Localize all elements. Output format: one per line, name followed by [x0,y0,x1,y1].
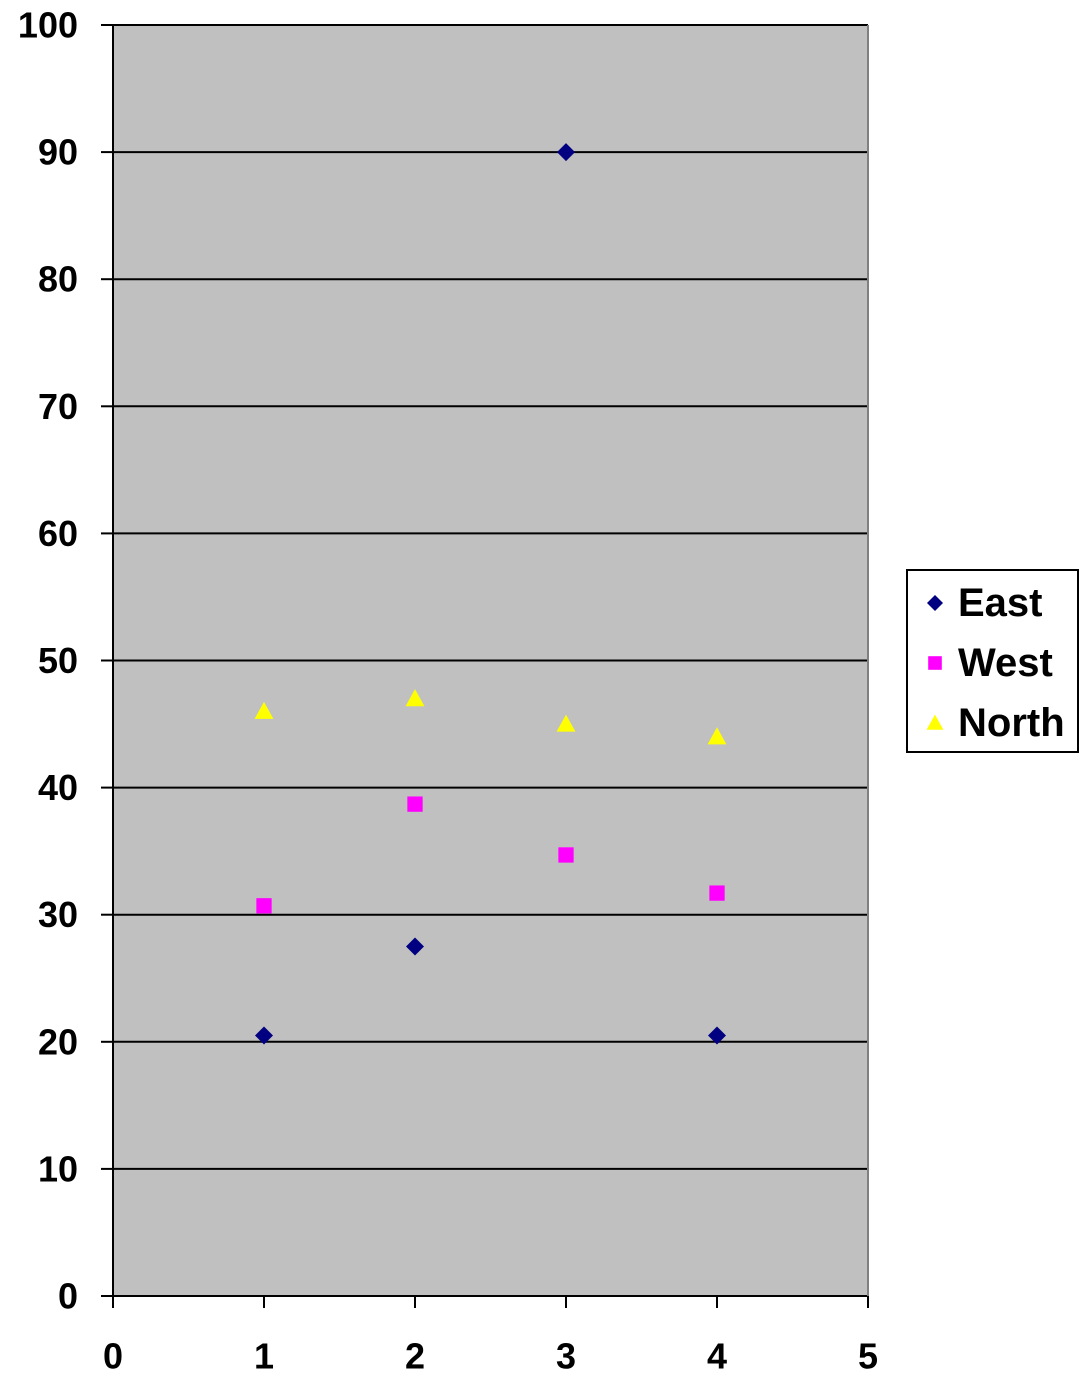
y-tick-label-10: 10 [38,1148,78,1189]
series-north [254,689,727,745]
x-tick-label-0: 0 [103,1336,123,1377]
y-tick-label-100: 100 [18,5,78,46]
gridlines [113,24,868,1170]
x-axis-tick-labels: 0 1 2 3 4 5 [103,1336,878,1377]
legend: East West North [906,569,1079,753]
west-point [407,796,423,812]
east-point [255,1026,273,1045]
north-point [707,727,727,745]
west-point [709,885,725,901]
y-tick-label-70: 70 [38,386,78,427]
data-points [254,143,727,1045]
y-tick-label-40: 40 [38,767,78,808]
x-tick-label-3: 3 [556,1336,576,1377]
y-tick-label-20: 20 [38,1021,78,1062]
y-tick-label-50: 50 [38,640,78,681]
y-tick-label-90: 90 [38,132,78,173]
legend-label-east: East [958,581,1043,625]
series-west [256,796,725,914]
legend-marker-west [928,656,942,670]
series-east [255,143,726,1045]
east-point [406,937,424,956]
y-axis-tick-labels: 0 10 20 30 40 50 60 70 80 90 100 [18,5,78,1317]
legend-marker-east [927,595,943,611]
legend-label-north: North [958,701,1065,745]
north-point [254,701,274,719]
y-tick-label-30: 30 [38,894,78,935]
x-tick-label-5: 5 [858,1336,878,1377]
east-point [708,1026,726,1045]
west-point [558,847,574,863]
north-point [405,689,425,707]
x-tick-label-4: 4 [707,1336,727,1377]
y-tick-label-80: 80 [38,259,78,300]
x-tick-label-1: 1 [254,1336,274,1377]
legend-label-west: West [958,641,1053,685]
axes [101,24,869,1308]
east-point [557,143,575,162]
y-tick-label-0: 0 [58,1276,78,1317]
x-tick-label-2: 2 [405,1336,425,1377]
west-point [256,898,272,914]
north-point [556,714,576,732]
legend-marker-north [926,714,944,730]
y-tick-label-60: 60 [38,513,78,554]
